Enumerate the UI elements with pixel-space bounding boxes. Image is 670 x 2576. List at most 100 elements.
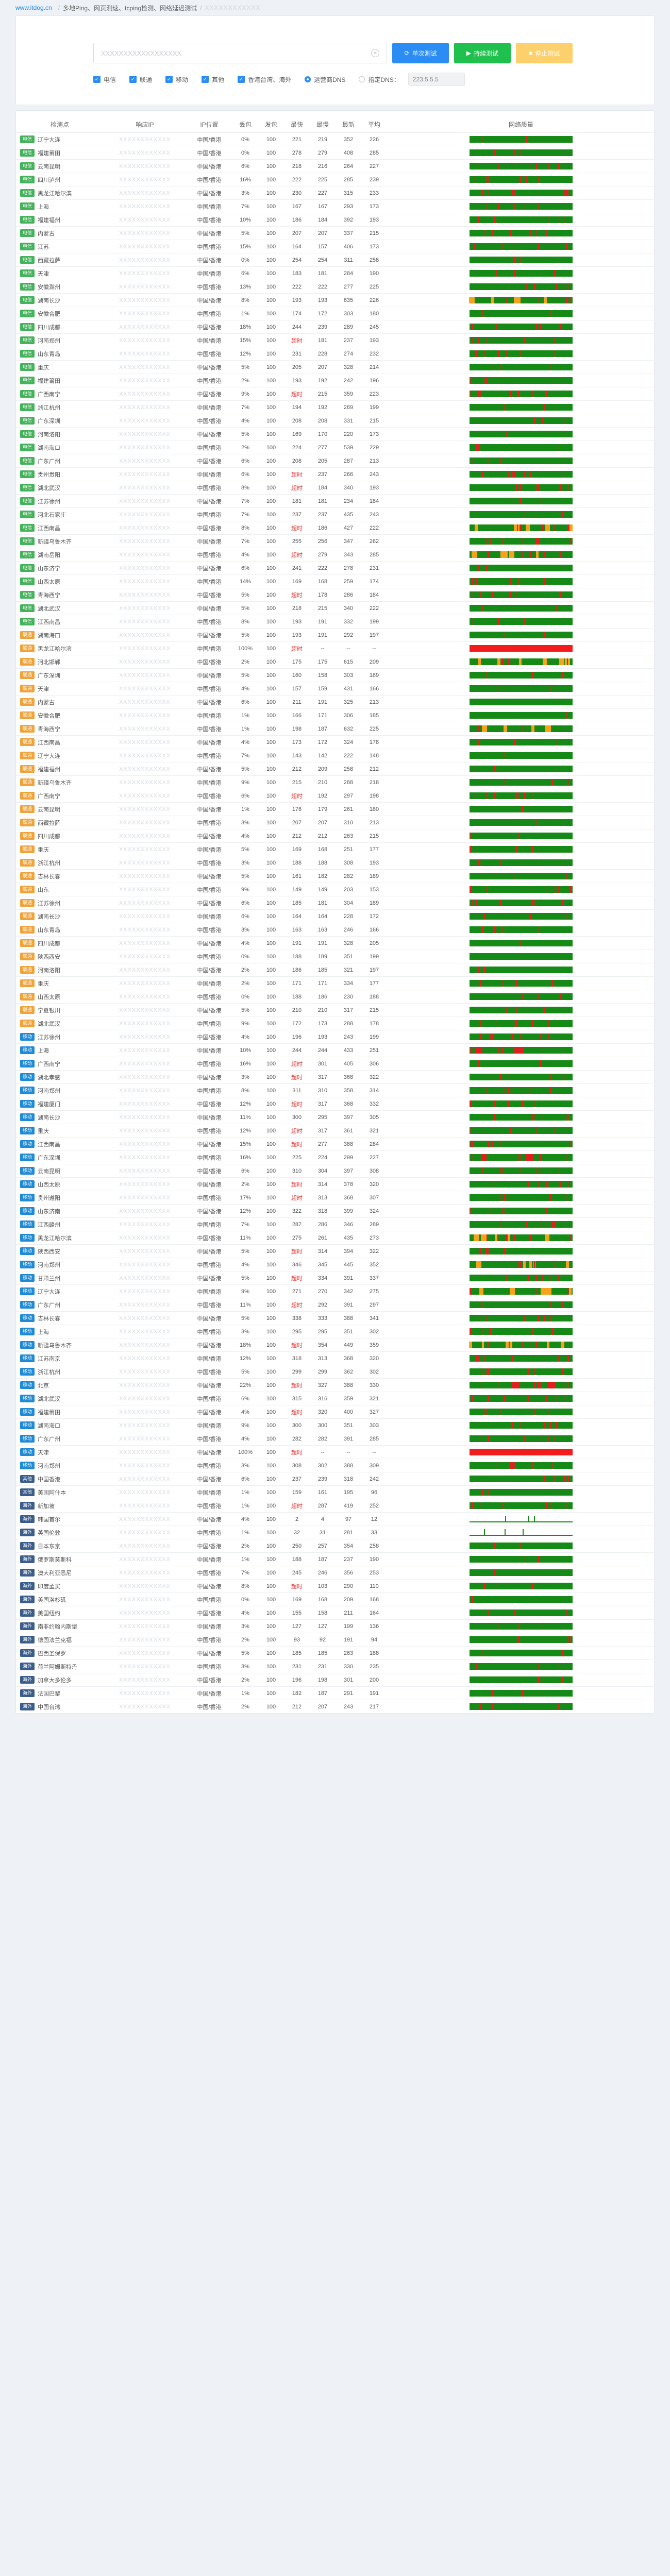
cell-loss: 0%: [232, 1592, 258, 1606]
loss-spike: [536, 324, 538, 330]
col-quality-header[interactable]: 网络质量: [387, 116, 655, 133]
cell-loss: 2%: [232, 976, 258, 990]
quality-bar: [470, 1208, 573, 1214]
cell-loss: 4%: [232, 1606, 258, 1620]
breadcrumb-item[interactable]: 网络延迟测试: [160, 4, 197, 12]
cell-loss: 7%: [232, 1217, 258, 1231]
table-row: 海外 俄罗斯莫斯科 XXXXXXXXXXXX 中国/香港 1% 100 188 187 237 1…: [16, 1552, 655, 1566]
loss-spike: [555, 605, 557, 612]
location-name: 新疆乌鲁木齐: [38, 538, 72, 545]
col-latest-header[interactable]: 最新: [336, 116, 361, 133]
clear-icon[interactable]: ✕: [371, 49, 379, 57]
loss-spike: [504, 1208, 506, 1214]
dns-custom-radio[interactable]: 指定DNS：: [359, 75, 400, 84]
loss-spike: [539, 1154, 541, 1161]
cell-ip-location: 中国/香港: [186, 1459, 232, 1472]
loss-spike: [530, 551, 531, 558]
loss-spike: [470, 1100, 471, 1107]
cell-loss: 1%: [232, 1485, 258, 1499]
table-row: 联通 新疆乌鲁木齐 XXXXXXXXXXXX 中国/香港 9% 100 215 210 288 2…: [16, 775, 655, 789]
cell-location: 电信 广西南宁: [16, 387, 104, 401]
cell-ip: XXXXXXXXXXXX: [104, 802, 186, 816]
cell-latest: 195: [336, 1485, 361, 1499]
col-slowest-header[interactable]: 最慢: [310, 116, 336, 133]
loss-spike: [521, 149, 522, 156]
loss-spike: [504, 1395, 505, 1402]
loss-spike: [566, 243, 567, 250]
cell-average: 320: [361, 1351, 387, 1365]
loss-spike: [508, 1087, 510, 1094]
unicom-checkbox[interactable]: ✓ 联通: [129, 75, 152, 84]
cell-slowest: 244: [310, 1043, 336, 1057]
single-test-button[interactable]: ⟳ 单次测试: [392, 43, 449, 63]
isp-tag: 移动: [20, 1448, 35, 1456]
cell-latest: 297: [336, 789, 361, 803]
loss-spike: [499, 900, 501, 906]
loss-spike: [511, 498, 513, 504]
quality-bar: [470, 216, 573, 223]
other-checkbox[interactable]: ✓ 其他: [202, 75, 224, 84]
cell-fastest: 315: [284, 1392, 310, 1405]
cell-average: 222: [361, 521, 387, 535]
overseas-checkbox[interactable]: ✓ 香港台湾、海外: [238, 75, 291, 84]
loss-spike: [513, 1368, 514, 1375]
cell-location: 联通 宁夏银川: [16, 1003, 104, 1017]
cell-slowest: 92: [310, 1633, 336, 1647]
cell-slowest: 179: [310, 802, 336, 816]
cell-latest: 368: [336, 1191, 361, 1205]
cell-loss: 1%: [232, 708, 258, 722]
cell-slowest: 184: [310, 481, 336, 495]
col-sent-header[interactable]: 发包: [258, 116, 284, 133]
loss-spike: [525, 203, 526, 210]
latency-spike: [505, 1516, 507, 1521]
loss-spike: [472, 578, 474, 585]
loss-spike: [511, 391, 513, 397]
breadcrumb-item[interactable]: 多地Ping: [63, 4, 88, 12]
col-loss-header[interactable]: 丢包: [232, 116, 258, 133]
cell-quality: [387, 802, 655, 816]
col-fastest-header[interactable]: 最快: [284, 116, 310, 133]
isp-tag: 海外: [20, 1502, 35, 1510]
search-input[interactable]: XXXXXXXXXXXXXXXXXX ✕: [93, 43, 387, 63]
loss-spike: [519, 1543, 521, 1549]
cell-quality: [387, 1351, 655, 1365]
cell-ip-location: 中国/香港: [186, 173, 232, 187]
loss-spike: [504, 1087, 506, 1094]
cell-average: --: [361, 1445, 387, 1459]
loss-spike: [528, 699, 530, 705]
cell-sent: 100: [258, 1124, 284, 1138]
cell-ip: XXXXXXXXXXXX: [104, 829, 186, 843]
breadcrumb-item[interactable]: 网页测速: [94, 4, 119, 12]
breadcrumb-item[interactable]: tcping检测: [125, 4, 154, 12]
col-average-header[interactable]: 平均: [361, 116, 387, 133]
cell-slowest: 279: [310, 548, 336, 562]
cell-location: 联通 内蒙古: [16, 695, 104, 709]
loss-spike: [520, 484, 521, 491]
stop-test-button[interactable]: ■ 停止测试: [516, 43, 573, 63]
isp-tag: 海外: [20, 1636, 35, 1643]
cell-latest: 274: [336, 347, 361, 361]
loss-spike: [566, 873, 568, 879]
telecom-checkbox[interactable]: ✓ 电信: [93, 75, 116, 84]
cell-slowest: 31: [310, 1526, 336, 1539]
cell-fastest: 338: [284, 1311, 310, 1325]
cell-latest: 301: [336, 1673, 361, 1687]
loss-spike: [527, 806, 528, 812]
mobile-checkbox[interactable]: ✓ 移动: [165, 75, 188, 84]
cell-quality: [387, 534, 655, 548]
loss-spike: [485, 324, 487, 330]
table-row: 移动 陕西西安 XXXXXXXXXXXX 中国/香港 5% 100 超时 314 394 322: [16, 1244, 655, 1258]
loss-spike: [493, 364, 494, 370]
loss-spike: [484, 350, 485, 357]
cell-slowest: 192: [310, 400, 336, 414]
breadcrumb-home[interactable]: www.itdog.cn: [15, 4, 52, 11]
dns-input[interactable]: 223.5.5.5: [408, 73, 465, 86]
continuous-test-button[interactable]: ▶ 持续测试: [454, 43, 511, 63]
dns-default-radio[interactable]: 运营商DNS: [305, 75, 345, 84]
isp-tag: 移动: [20, 1247, 35, 1255]
loss-spike: [498, 1047, 499, 1054]
loss-spike: [525, 524, 530, 531]
cell-loss: 6%: [232, 789, 258, 803]
loss-spike: [535, 1275, 537, 1281]
loss-spike: [531, 725, 534, 732]
